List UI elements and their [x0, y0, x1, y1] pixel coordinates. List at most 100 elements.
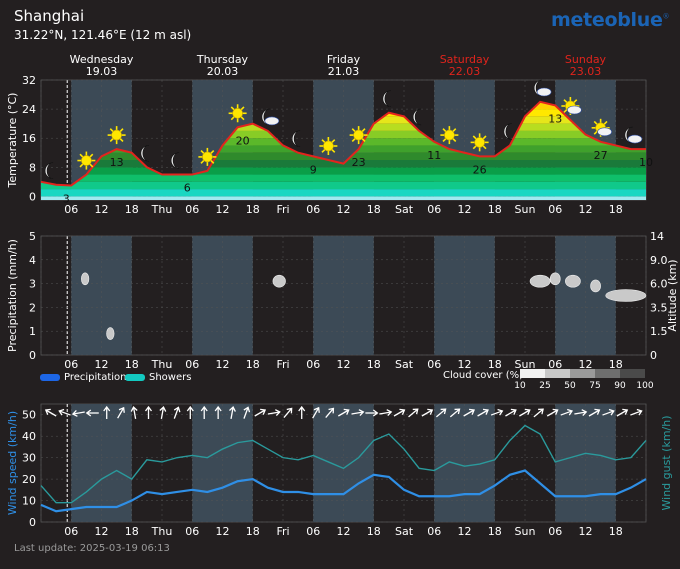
temp-label: 23 — [352, 156, 366, 169]
cloud-patch — [549, 272, 561, 286]
x-tick-label: 06 — [185, 203, 199, 216]
sun-ray — [563, 99, 568, 104]
sun-ray — [452, 138, 457, 143]
y2-tick-label: 0 — [650, 349, 657, 362]
sun-icon — [81, 155, 92, 166]
x-tick-label: 06 — [427, 358, 441, 371]
x-tick-label: 12 — [95, 358, 109, 371]
temp-label: 13 — [548, 112, 562, 125]
x-tick-label: 06 — [306, 203, 320, 216]
sun-ray — [361, 128, 366, 133]
sun-icon — [202, 151, 213, 163]
x-tick-label: 18 — [609, 203, 623, 216]
day-date: 19.03 — [85, 65, 118, 78]
wind-direction-arrow — [477, 408, 489, 417]
sun-ray — [321, 139, 326, 144]
wind-direction-arrow — [463, 408, 475, 417]
weather-icon-sun — [228, 104, 247, 123]
y2-tick-label: 1.5 — [650, 325, 668, 338]
moon-icon — [44, 162, 54, 180]
x-tick-label: 18 — [246, 358, 260, 371]
brand-logo[interactable]: meteoblue® — [551, 9, 670, 31]
x-tick-label: 06 — [306, 358, 320, 371]
wind-direction-arrow — [130, 406, 138, 420]
weather-icon-sun-cloud — [591, 118, 612, 137]
sun-ray — [331, 148, 336, 153]
daylight-band — [434, 236, 495, 355]
temp-band — [41, 196, 646, 200]
x-tick-label: Sat — [395, 525, 414, 538]
moon-icon — [412, 108, 422, 126]
arrow-head — [497, 408, 504, 416]
wind-direction-arrow — [630, 408, 643, 416]
arrow-head — [427, 408, 434, 415]
arrow-shaft — [490, 410, 503, 416]
sun-icon — [323, 140, 334, 152]
city-name: Shanghai — [14, 7, 85, 25]
legend-precipitation-label: Precipitation — [64, 372, 127, 383]
arrow-shaft — [630, 410, 642, 416]
cloud-cover-scale — [520, 369, 645, 378]
wind-series-line — [40, 469, 647, 513]
day-date: 22.03 — [448, 65, 481, 78]
cloud-patch — [529, 274, 551, 288]
day-date: 21.03 — [327, 65, 360, 78]
day-name: Thursday — [196, 53, 249, 66]
cloud-icon — [597, 127, 612, 137]
sun-ray — [89, 153, 94, 158]
sun-ray — [482, 145, 487, 150]
x-tick-label: Fri — [276, 358, 289, 371]
arrow-shaft — [379, 411, 392, 415]
legend-showers-label: Showers — [149, 372, 192, 383]
sun-ray — [351, 128, 356, 133]
x-tick-label: 18 — [246, 203, 260, 216]
arrow-head — [482, 408, 489, 415]
sun-ray — [351, 138, 356, 143]
coordinates: 31.22°N, 121.46°E (12 m asl) — [14, 28, 192, 42]
wind-direction-arrow — [574, 409, 588, 417]
wind-direction-arrow — [325, 407, 335, 419]
wind-direction-arrow — [505, 408, 517, 417]
sun-icon — [353, 129, 364, 141]
wind-direction-arrow — [186, 405, 194, 419]
arrow-head — [510, 408, 517, 415]
wind-direction-arrow — [283, 407, 293, 419]
x-tick-label: Fri — [276, 203, 289, 216]
y-tick-label: 24 — [22, 103, 36, 116]
wind-direction-arrow — [379, 409, 393, 417]
arrow-head — [538, 408, 544, 415]
weather-icon-sun — [77, 151, 96, 170]
altitude-axis-label: Altitude (km) — [666, 259, 679, 331]
x-tick-label: 12 — [95, 525, 109, 538]
cloud-icon — [627, 134, 643, 144]
arrow-head — [581, 409, 588, 417]
cloud-patch — [590, 279, 601, 293]
arrow-shaft — [59, 410, 71, 416]
arrow-head — [594, 408, 601, 415]
day-header-4: Saturday 22.03 — [425, 54, 505, 78]
arrow-head — [243, 406, 251, 413]
x-tick-label: Thu — [151, 525, 173, 538]
arrow-shaft — [602, 410, 615, 416]
wind-direction-arrow — [421, 408, 434, 417]
weather-icon-sun — [440, 126, 459, 145]
temp-label: 9 — [310, 163, 317, 176]
x-tick-label: Sat — [395, 358, 414, 371]
arrow-shaft — [325, 407, 334, 419]
wind-direction-arrow — [214, 405, 222, 419]
y2-tick-label: 6.0 — [650, 278, 668, 291]
arrow-head — [469, 408, 475, 415]
sun-ray — [230, 116, 235, 121]
y-tick-label: 5 — [29, 230, 36, 243]
daylight-band — [313, 404, 374, 522]
arrow-head — [298, 405, 306, 412]
arrow-head — [173, 406, 181, 413]
wind-direction-arrow — [546, 408, 559, 417]
weather-icon-sun — [107, 126, 126, 145]
wind-direction-arrow — [144, 405, 153, 419]
x-tick-label: 18 — [609, 358, 623, 371]
brand-mark: ® — [662, 12, 670, 21]
wind-direction-arrow — [560, 408, 574, 416]
y2-tick-label: 3.5 — [650, 301, 668, 314]
daylight-band — [192, 236, 253, 355]
